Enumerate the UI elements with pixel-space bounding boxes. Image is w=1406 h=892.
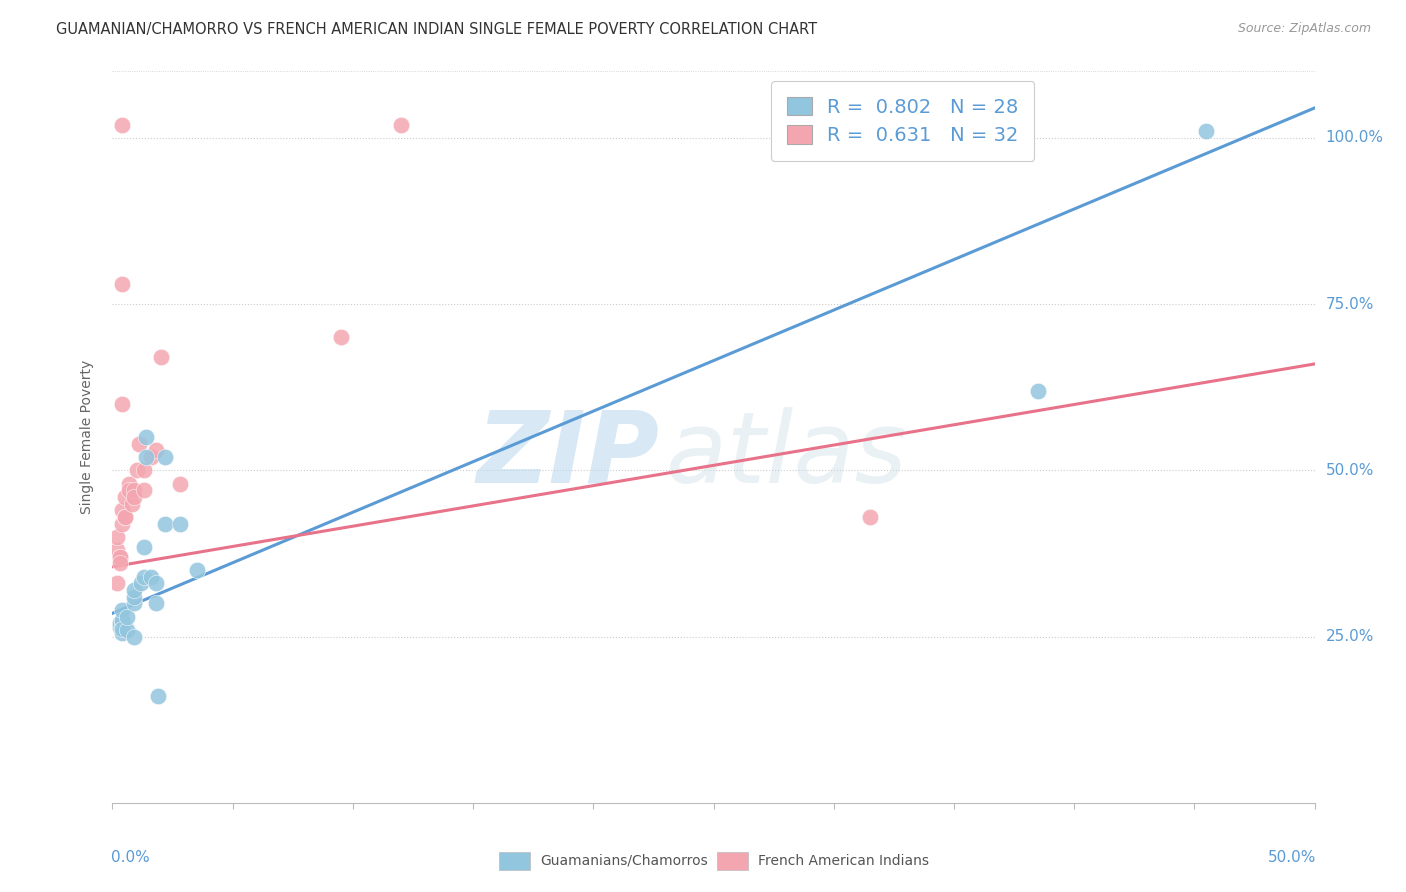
Point [125, 463, 148, 477]
Legend: R =  0.802   N = 28, R =  0.631   N = 32: R = 0.802 N = 28, R = 0.631 N = 32 [770, 81, 1035, 161]
Y-axis label: Single Female Poverty: Single Female Poverty [80, 360, 94, 514]
Point [145, 443, 167, 458]
Point [132, 483, 155, 498]
Point [122, 590, 145, 604]
Point [105, 543, 128, 558]
Point [128, 436, 150, 450]
Point [111, 277, 134, 292]
Text: atlas: atlas [665, 407, 907, 504]
Point [155, 516, 177, 531]
Point [149, 351, 172, 365]
Point [111, 118, 134, 132]
Point [118, 483, 141, 498]
Text: 25.0%: 25.0% [1326, 629, 1374, 644]
Point [114, 490, 136, 504]
Point [108, 619, 131, 633]
Point [111, 622, 134, 636]
Point [131, 576, 153, 591]
Point [115, 609, 138, 624]
Point [389, 118, 412, 132]
Point [1195, 124, 1218, 138]
Point [135, 430, 157, 444]
Text: Source: ZipAtlas.com: Source: ZipAtlas.com [1237, 22, 1371, 36]
Point [155, 450, 177, 464]
Point [145, 576, 167, 591]
Point [132, 540, 155, 554]
Point [114, 509, 136, 524]
Text: 50.0%: 50.0% [1326, 463, 1374, 478]
Point [111, 503, 134, 517]
Point [108, 549, 131, 564]
Point [108, 549, 131, 564]
Point [122, 630, 145, 644]
Point [108, 557, 131, 571]
Point [111, 616, 134, 631]
Point [108, 616, 131, 631]
Point [105, 530, 128, 544]
Point [186, 563, 208, 577]
Point [169, 476, 191, 491]
Point [132, 570, 155, 584]
Text: 100.0%: 100.0% [1326, 130, 1384, 145]
Point [118, 476, 141, 491]
Point [105, 576, 128, 591]
Point [955, 118, 977, 132]
Text: GUAMANIAN/CHAMORRO VS FRENCH AMERICAN INDIAN SINGLE FEMALE POVERTY CORRELATION C: GUAMANIAN/CHAMORRO VS FRENCH AMERICAN IN… [56, 22, 817, 37]
Text: 75.0%: 75.0% [1326, 297, 1374, 311]
Point [122, 490, 145, 504]
Point [786, 118, 808, 132]
Point [111, 397, 134, 411]
Point [111, 603, 134, 617]
Point [135, 450, 157, 464]
Text: ZIP: ZIP [477, 407, 659, 504]
Text: French American Indians: French American Indians [758, 854, 929, 868]
Text: Guamanians/Chamorros: Guamanians/Chamorros [540, 854, 707, 868]
Point [122, 582, 145, 597]
Point [146, 690, 169, 704]
Point [122, 596, 145, 610]
Point [111, 613, 134, 627]
Point [139, 450, 162, 464]
Text: 50.0%: 50.0% [1267, 850, 1316, 865]
Point [139, 570, 162, 584]
Point [111, 516, 134, 531]
Point [121, 497, 143, 511]
Point [145, 596, 167, 610]
Point [114, 509, 136, 524]
Point [111, 626, 134, 640]
Point [329, 330, 352, 344]
Point [132, 463, 155, 477]
Point [1026, 384, 1049, 398]
Point [122, 483, 145, 498]
Point [169, 516, 191, 531]
Point [115, 623, 138, 637]
Point [859, 509, 882, 524]
Text: 0.0%: 0.0% [111, 850, 150, 865]
